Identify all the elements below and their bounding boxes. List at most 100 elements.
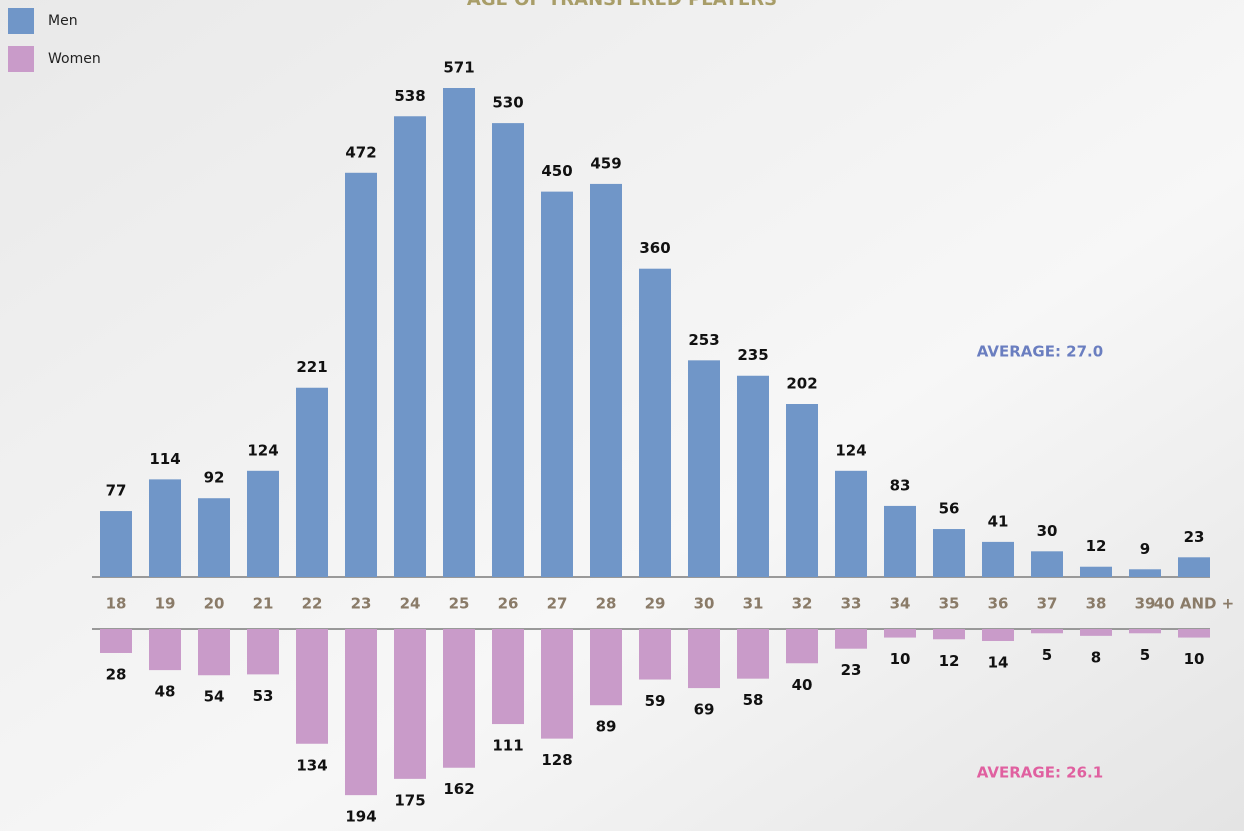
data-label: 124 [247, 441, 278, 459]
data-label: 360 [639, 239, 670, 257]
data-label: 89 [596, 718, 617, 736]
data-label: 56 [939, 500, 960, 518]
bar [884, 505, 916, 577]
chart-title: AGE OF TRANSFERED PLAYERS [467, 0, 777, 10]
data-label: 53 [253, 687, 274, 705]
data-label: 128 [541, 751, 572, 769]
bar [590, 629, 622, 706]
bar [688, 360, 720, 577]
x-tick-label: 28 [596, 595, 617, 613]
bar [247, 629, 279, 675]
x-tick-label: 33 [841, 595, 862, 613]
data-label: 124 [835, 441, 866, 459]
data-label: 538 [394, 87, 425, 105]
data-label: 23 [841, 661, 862, 679]
annotation: AVERAGE: 26.1 [977, 764, 1103, 782]
bar [443, 88, 475, 577]
bar [884, 629, 916, 638]
data-label: 54 [204, 688, 225, 706]
data-label: 59 [645, 692, 666, 710]
data-label: 571 [443, 59, 474, 77]
bar [345, 172, 377, 577]
data-label: 202 [786, 375, 817, 393]
data-label: 162 [443, 780, 474, 798]
x-tick-label: 34 [890, 595, 911, 613]
x-tick-label: 30 [694, 595, 715, 613]
bar [639, 268, 671, 577]
x-tick-label: 31 [743, 595, 764, 613]
legend-swatch [8, 46, 34, 72]
data-label: 472 [345, 143, 376, 161]
bar [639, 629, 671, 680]
bar [296, 629, 328, 744]
data-label: 459 [590, 154, 621, 172]
bar [1031, 551, 1063, 577]
bar [100, 511, 132, 577]
bar [835, 470, 867, 577]
bar [688, 629, 720, 689]
x-tick-label: 19 [155, 595, 176, 613]
bar [1178, 557, 1210, 577]
data-label: 450 [541, 162, 572, 180]
bar [982, 541, 1014, 577]
bar [492, 629, 524, 725]
bar [1031, 629, 1063, 634]
data-label: 69 [694, 701, 715, 719]
data-label: 12 [1086, 537, 1107, 555]
x-tick-label: 35 [939, 595, 960, 613]
data-label: 5 [1042, 646, 1052, 664]
data-label: 28 [106, 665, 127, 683]
bar [982, 629, 1014, 641]
x-tick-label: 20 [204, 595, 225, 613]
data-label: 253 [688, 331, 719, 349]
data-label: 30 [1037, 522, 1058, 540]
bar [835, 629, 867, 649]
bar [198, 498, 230, 577]
x-tick-label: 29 [645, 595, 666, 613]
x-tick-label: 32 [792, 595, 813, 613]
data-label: 10 [890, 650, 911, 668]
bar [541, 629, 573, 739]
data-label: 83 [890, 476, 911, 494]
data-label: 134 [296, 756, 327, 774]
bar [590, 183, 622, 577]
data-label: 48 [155, 683, 176, 701]
bar [198, 629, 230, 676]
x-tick-label: 37 [1037, 595, 1058, 613]
x-tick-label: 22 [302, 595, 323, 613]
bar [1129, 629, 1161, 634]
data-label: 23 [1184, 528, 1205, 546]
x-tick-label: 18 [106, 595, 127, 613]
bar [1178, 629, 1210, 638]
data-label: 111 [492, 737, 523, 755]
bar [492, 123, 524, 577]
bar [296, 387, 328, 577]
bar [394, 116, 426, 577]
data-label: 92 [204, 469, 225, 487]
data-label: 77 [106, 482, 127, 500]
bar [933, 529, 965, 577]
bar [786, 629, 818, 664]
x-tick-label: 38 [1086, 595, 1107, 613]
bar [1129, 569, 1161, 577]
x-tick-label: 26 [498, 595, 519, 613]
x-tick-label: 21 [253, 595, 274, 613]
data-label: 40 [792, 676, 813, 694]
legend-swatch [8, 8, 34, 34]
x-tick-label: 40 AND + [1154, 595, 1235, 613]
bar [149, 629, 181, 671]
data-label: 41 [988, 512, 1009, 530]
x-tick-label: 24 [400, 595, 421, 613]
bar [737, 375, 769, 577]
bar [345, 629, 377, 796]
bar [786, 404, 818, 577]
bar [394, 629, 426, 779]
data-label: 530 [492, 94, 523, 112]
data-label: 235 [737, 346, 768, 364]
data-label: 12 [939, 652, 960, 670]
bar [247, 470, 279, 577]
bar [541, 191, 573, 577]
x-tick-label: 23 [351, 595, 372, 613]
x-tick-label: 36 [988, 595, 1009, 613]
